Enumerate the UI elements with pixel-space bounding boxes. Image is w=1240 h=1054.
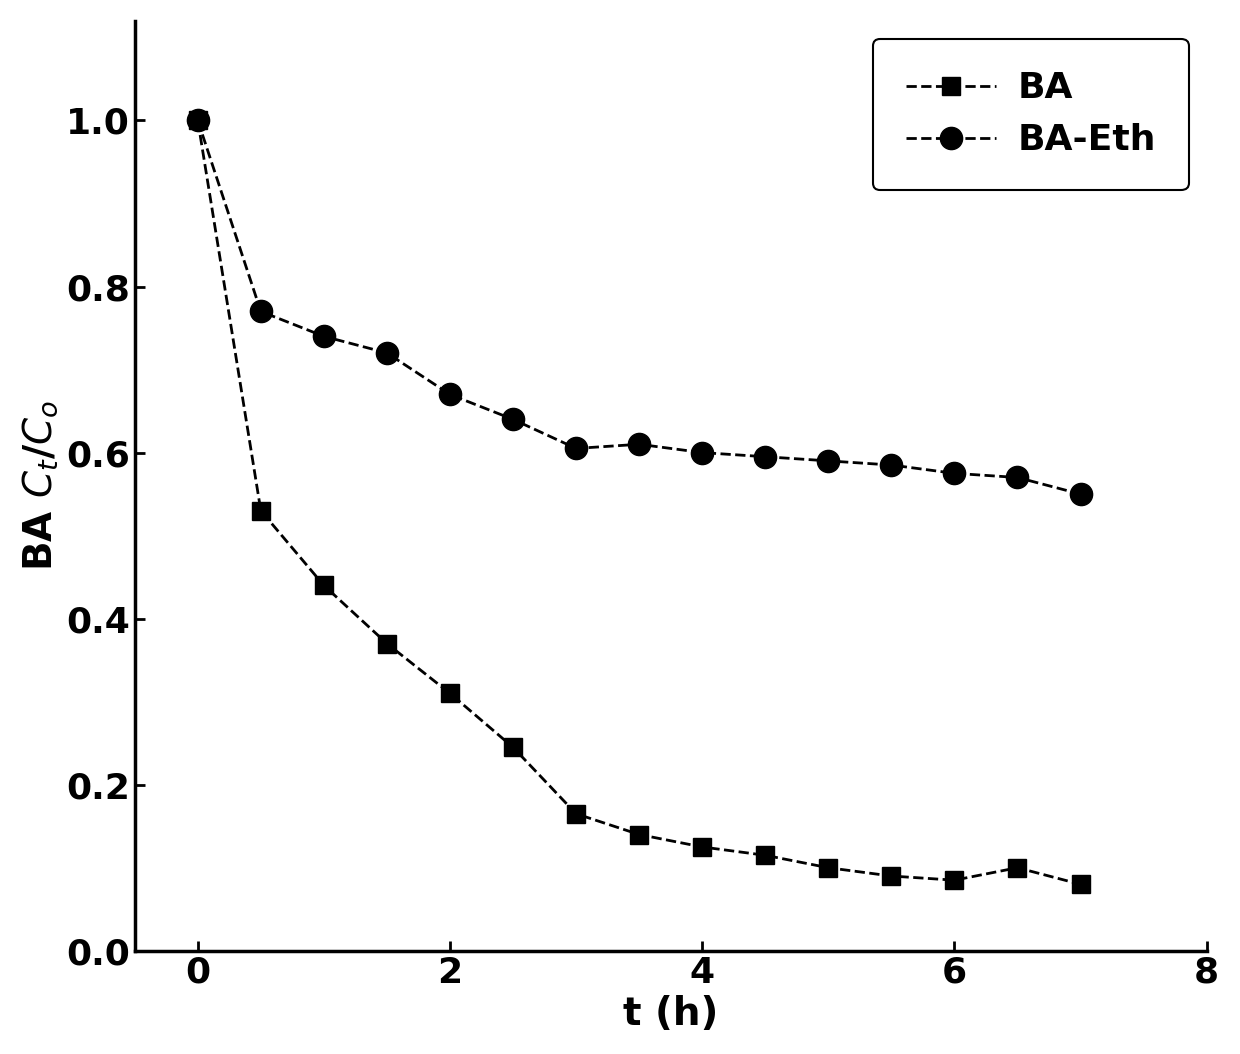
Line: BA-Eth: BA-Eth — [187, 110, 1091, 505]
BA — [821, 861, 836, 874]
BA-Eth — [316, 330, 331, 343]
BA — [506, 741, 521, 754]
BA — [1011, 861, 1025, 874]
Line: BA: BA — [188, 112, 1090, 894]
BA-Eth — [443, 388, 458, 401]
BA — [1073, 878, 1087, 891]
BA-Eth — [631, 438, 646, 451]
BA — [316, 579, 331, 591]
BA-Eth — [379, 347, 394, 359]
BA — [631, 828, 646, 841]
BA-Eth — [506, 413, 521, 426]
BA — [190, 114, 205, 126]
BA-Eth — [694, 446, 709, 458]
BA-Eth — [758, 450, 773, 463]
BA-Eth — [821, 454, 836, 467]
Y-axis label: BA $C_t$/$C_o$: BA $C_t$/$C_o$ — [21, 401, 61, 571]
BA — [694, 841, 709, 854]
BA — [569, 807, 584, 820]
BA — [379, 638, 394, 650]
X-axis label: t (h): t (h) — [622, 995, 718, 1033]
BA — [443, 687, 458, 700]
BA-Eth — [1073, 488, 1087, 501]
BA-Eth — [253, 305, 268, 317]
BA-Eth — [190, 114, 205, 126]
BA — [884, 870, 899, 882]
BA-Eth — [884, 458, 899, 471]
BA — [253, 505, 268, 518]
Legend: BA, BA-Eth: BA, BA-Eth — [873, 39, 1189, 190]
BA-Eth — [947, 467, 962, 480]
BA-Eth — [569, 442, 584, 454]
BA-Eth — [1011, 471, 1025, 484]
BA — [947, 874, 962, 886]
BA — [758, 848, 773, 861]
